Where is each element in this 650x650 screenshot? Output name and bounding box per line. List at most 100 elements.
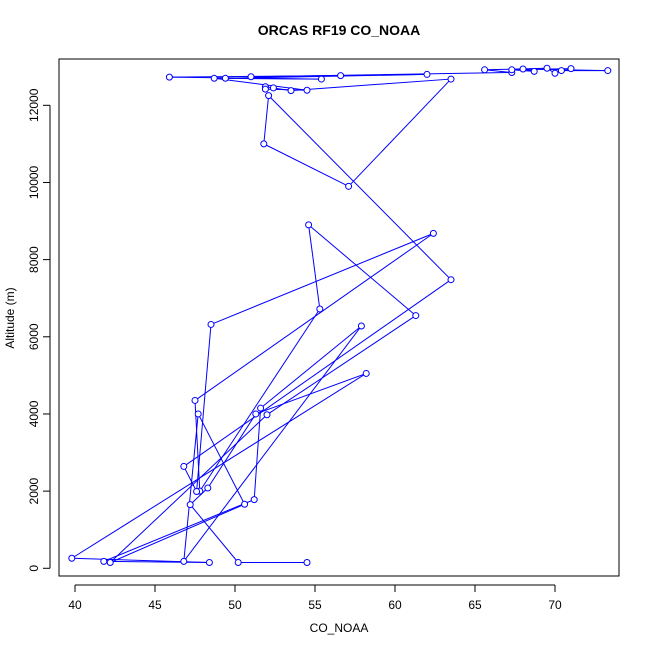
y-tick-label: 0 [27, 565, 41, 572]
data-point [287, 87, 295, 95]
x-axis: 40 45 50 55 60 65 70 [68, 584, 562, 612]
series-segment [103, 560, 210, 563]
series-segment [308, 224, 321, 310]
series-segment [484, 67, 548, 71]
data-point [303, 558, 311, 566]
data-point [557, 67, 565, 75]
data-point [305, 221, 313, 229]
data-point [234, 558, 242, 566]
data-point [106, 558, 114, 566]
data-point [508, 66, 516, 74]
x-tick-label: 60 [388, 598, 402, 612]
data-point [180, 557, 188, 565]
y-tick-label: 2000 [27, 477, 41, 504]
data-point [191, 396, 199, 404]
series-segment [103, 499, 255, 562]
data-point [241, 500, 249, 508]
y-axis-label: Altitude (m) [3, 287, 17, 348]
series-segment [183, 279, 452, 467]
series-segment [199, 308, 321, 492]
series-segment [253, 408, 262, 500]
data-point [423, 70, 431, 78]
series-segment [196, 324, 212, 492]
data-point [186, 501, 194, 509]
x-tick-label: 55 [308, 598, 322, 612]
series-segment [194, 232, 434, 401]
data-point [263, 411, 271, 419]
series-segment [189, 487, 209, 505]
data-point [543, 64, 551, 72]
data-point [221, 74, 229, 82]
series-segment [263, 95, 270, 144]
y-axis: 0 2000 4000 6000 8000 10000 12000 [27, 88, 51, 572]
series-segment [207, 413, 257, 489]
series-segment [183, 466, 198, 492]
x-tick-label: 70 [548, 598, 562, 612]
data-point [269, 84, 277, 92]
plot-frame [58, 58, 620, 577]
y-tick-label: 8000 [27, 246, 41, 273]
series-segment [183, 325, 362, 562]
data-point [345, 182, 353, 190]
data-point [207, 320, 215, 328]
x-axis-label: CO_NOAA [310, 621, 369, 635]
series-segment [189, 504, 239, 563]
series-segment [250, 72, 512, 78]
series-segment [290, 78, 452, 92]
data-point [100, 557, 108, 565]
data-point [260, 140, 268, 148]
data-point [303, 86, 311, 94]
series-segment [109, 414, 268, 563]
series-segment [348, 78, 452, 187]
data-point [530, 67, 538, 75]
data-point [165, 73, 173, 81]
data-point [210, 74, 218, 82]
x-tick-label: 65 [468, 598, 482, 612]
data-point [429, 229, 437, 237]
data-point [252, 410, 260, 418]
data-point [247, 73, 255, 81]
data-point [317, 75, 325, 83]
series-segment [255, 372, 367, 415]
data-point [68, 554, 76, 562]
data-point [447, 75, 455, 83]
data-point [481, 66, 489, 74]
data-point [180, 462, 188, 470]
data-point [316, 305, 324, 313]
series-segment [266, 315, 417, 416]
series-segment [110, 503, 245, 563]
data-point [250, 496, 258, 504]
y-tick-label: 6000 [27, 323, 41, 350]
data-point [567, 65, 575, 73]
data-point [604, 67, 612, 75]
x-tick-label: 40 [68, 598, 82, 612]
series-segment [268, 95, 452, 281]
data-point [412, 312, 420, 320]
series-segment [71, 373, 367, 559]
data-point [265, 92, 273, 100]
data-point [261, 85, 269, 93]
series-segment [484, 69, 512, 74]
data-point [337, 72, 345, 80]
series-layer [68, 64, 612, 566]
x-tick-label: 45 [148, 598, 162, 612]
data-point [205, 558, 213, 566]
data-point [551, 69, 559, 77]
data-point [357, 322, 365, 330]
data-point [362, 369, 370, 377]
data-point [204, 484, 212, 492]
series-segment [210, 232, 434, 325]
series-segment [260, 325, 362, 409]
data-point [193, 488, 201, 496]
data-point [257, 404, 265, 412]
data-point [194, 410, 202, 418]
data-point [447, 276, 455, 284]
series-segment [263, 143, 349, 187]
series-segment [308, 224, 417, 316]
y-tick-label: 12000 [27, 88, 41, 122]
x-tick-label: 50 [228, 598, 242, 612]
series-segment [183, 413, 199, 562]
y-tick-label: 10000 [27, 165, 41, 199]
